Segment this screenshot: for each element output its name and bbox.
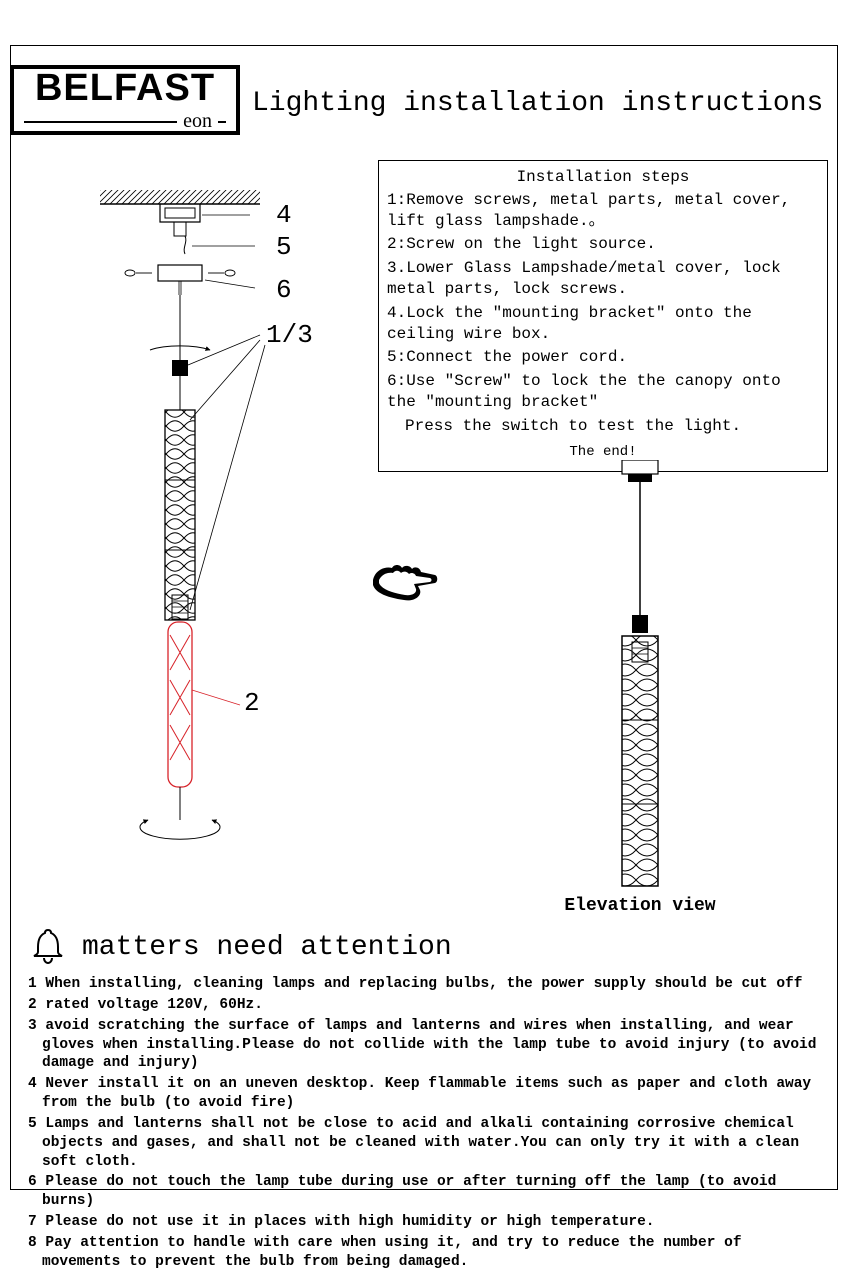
attention-list: 1 When installing, cleaning lamps and re…: [20, 975, 828, 1274]
callout-6: 6: [276, 275, 292, 305]
page-title: Lighting installation instructions: [252, 88, 823, 119]
step-5: 5:Connect the power cord.: [387, 347, 819, 368]
step-3: 3.Lower Glass Lampshade/metal cover, loc…: [387, 258, 819, 300]
attention-item: 5 Lamps and lanterns shall not be close …: [20, 1115, 828, 1172]
attention-item: 4 Never install it on an uneven desktop.…: [20, 1075, 828, 1113]
attention-item: 2 rated voltage 120V, 60Hz.: [20, 996, 828, 1015]
callout-2: 2: [244, 688, 260, 718]
attention-item: 3 avoid scratching the surface of lamps …: [20, 1017, 828, 1074]
brand-subline-wrap: eon: [14, 110, 236, 133]
brand-subline: eon: [177, 110, 218, 133]
attention-header: matters need attention: [28, 925, 452, 970]
elevation-caption: Elevation view: [530, 896, 750, 916]
elevation-view: Elevation view: [530, 460, 750, 916]
brand-logo: BELFAST eon: [10, 65, 240, 135]
brand-name: BELFAST: [35, 67, 215, 110]
attention-item: 8 Pay attention to handle with care when…: [20, 1234, 828, 1272]
step-2: 2:Screw on the light source.: [387, 234, 819, 255]
attention-item: 1 When installing, cleaning lamps and re…: [20, 975, 828, 994]
attention-item: 7 Please do not use it in places with hi…: [20, 1213, 828, 1232]
step-1: 1:Remove screws, metal parts, metal cove…: [387, 190, 819, 232]
installation-steps-box: Installation steps 1:Remove screws, meta…: [378, 160, 828, 472]
step-4: 4.Lock the "mounting bracket" onto the c…: [387, 303, 819, 345]
callout-4: 4: [276, 200, 292, 230]
step-6: 6:Use "Screw" to lock the the canopy ont…: [387, 371, 819, 413]
steps-heading: Installation steps: [387, 167, 819, 188]
pointing-hand-icon: [370, 560, 440, 610]
attention-heading: matters need attention: [82, 932, 452, 963]
attention-item: 6 Please do not touch the lamp tube duri…: [20, 1173, 828, 1211]
exploded-diagram: 4 5 6 1/3 2: [40, 160, 360, 885]
steps-final: Press the switch to test the light.: [387, 416, 819, 437]
steps-end: The end!: [387, 443, 819, 461]
callout-5: 5: [276, 232, 292, 262]
bell-icon: [28, 925, 68, 970]
callout-1-3: 1/3: [266, 320, 313, 350]
